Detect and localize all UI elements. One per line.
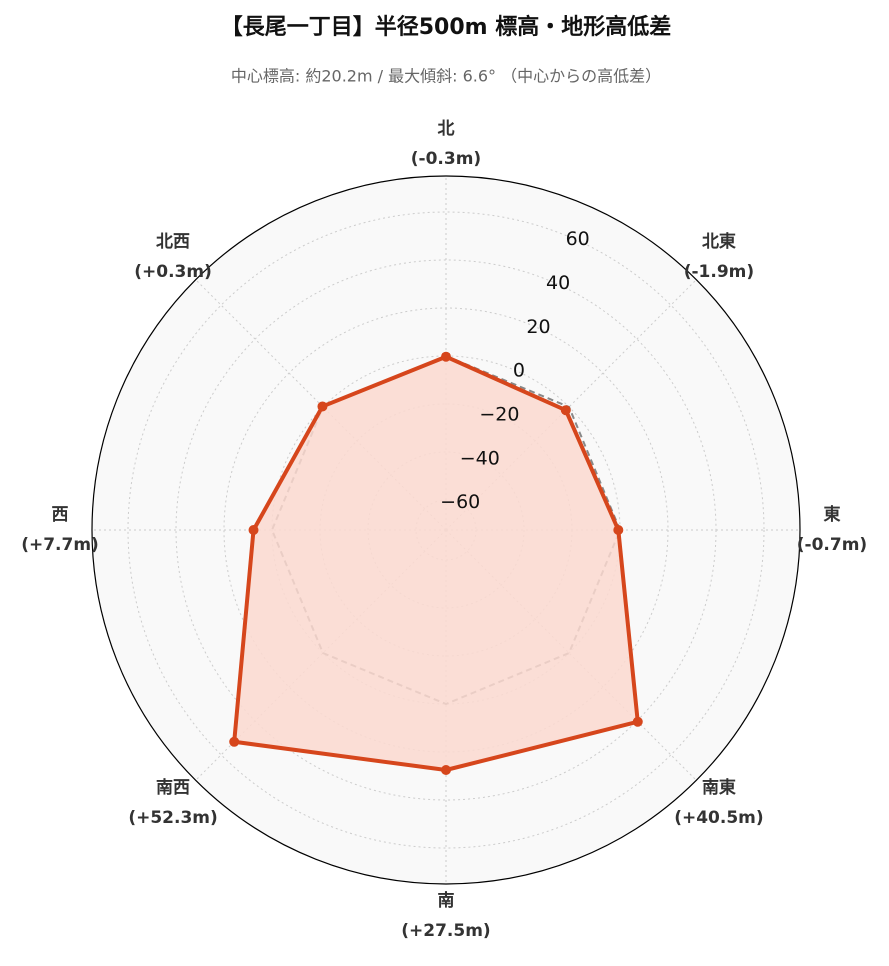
data-point bbox=[441, 351, 451, 362]
grid-spoke bbox=[445, 279, 697, 531]
r-tick-label: 20 bbox=[526, 316, 550, 338]
category-label: 南西 bbox=[156, 777, 190, 798]
chart-title: 【長尾一丁目】半径500m 標高・地形高低差 bbox=[221, 14, 672, 40]
value-label: (+0.3m) bbox=[134, 262, 212, 282]
category-label: 北西 bbox=[156, 232, 190, 252]
category-label: 西 bbox=[52, 505, 69, 525]
r-tick-label: 0 bbox=[513, 360, 525, 382]
data-point bbox=[613, 525, 624, 535]
data-point bbox=[441, 765, 451, 775]
data-point bbox=[317, 401, 328, 412]
value-label: (+52.3m) bbox=[128, 808, 217, 828]
value-label: (+40.5m) bbox=[674, 808, 763, 828]
data-point bbox=[229, 736, 240, 747]
r-tick-label: −20 bbox=[479, 403, 519, 425]
r-tick-label: 60 bbox=[566, 228, 590, 250]
data-point bbox=[248, 525, 259, 535]
grid-circle bbox=[127, 211, 765, 849]
category-label: 東 bbox=[824, 504, 841, 525]
data-point bbox=[632, 716, 643, 727]
value-label: (+7.7m) bbox=[21, 535, 99, 555]
value-label: (+27.5m) bbox=[401, 921, 490, 941]
category-label: 南 bbox=[438, 890, 455, 911]
r-tick-label: −60 bbox=[440, 491, 480, 513]
category-label: 南東 bbox=[702, 777, 736, 798]
value-label: (-0.7m) bbox=[797, 535, 867, 555]
r-tick-label: −40 bbox=[460, 447, 500, 469]
data-point bbox=[560, 405, 571, 416]
r-tick-label: 40 bbox=[546, 272, 570, 294]
chart-subtitle: 中心標高: 約20.2m / 最大傾斜: 6.6° （中心からの高低差） bbox=[231, 67, 661, 86]
category-label: 北東 bbox=[702, 231, 736, 252]
value-label: (-0.3m) bbox=[411, 149, 481, 169]
value-label: (-1.9m) bbox=[684, 262, 754, 282]
category-label: 北 bbox=[438, 119, 455, 139]
